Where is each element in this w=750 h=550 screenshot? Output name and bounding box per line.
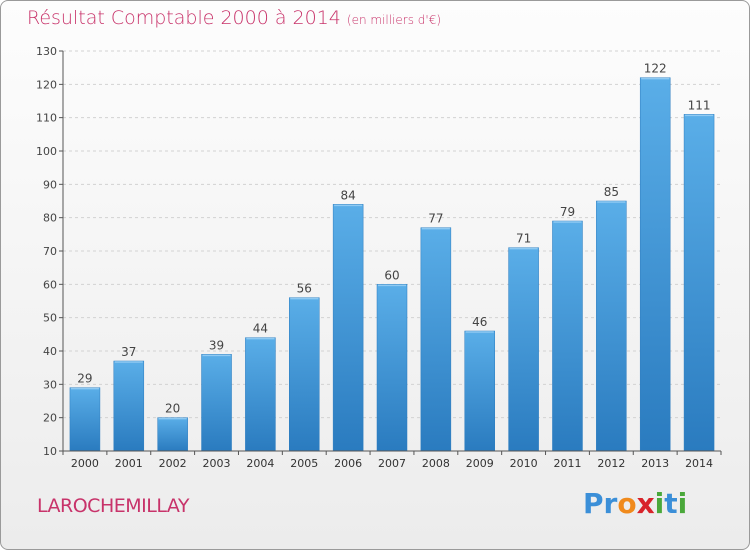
y-tick-label: 100 [36,145,57,158]
y-tick-label: 10 [43,445,57,458]
logo-letter: i [654,487,665,520]
chart-title: Résultat Comptable 2000 à 2014 (en millie… [27,7,441,29]
commune-name: LAROCHEMILLAY [37,495,189,517]
y-tick-label: 50 [43,312,57,325]
logo-letter: i [677,487,688,520]
bar [69,387,101,452]
bar [201,354,232,452]
x-tick-label: 2013 [641,457,669,470]
x-tick-label: 2014 [685,457,713,470]
x-tick-label: 2000 [71,457,99,470]
y-tick-label: 90 [43,178,57,191]
x-tick-label: 2009 [466,457,494,470]
bar [464,330,495,452]
bar [596,200,627,452]
y-tick-label: 110 [36,112,57,125]
axes: 10 20 30 40 50 60 70 80 90 100 110 120 130 2000 2001 20… [36,45,722,470]
data-label: 71 [516,232,531,246]
bar [376,284,408,452]
bar [332,204,364,452]
logo-letter: t [664,487,678,520]
y-tick-label: 30 [43,378,57,391]
logo-letter: r [603,487,618,520]
x-tick-label: 2003 [203,457,231,470]
data-labels: 29 37 20 39 44 56 84 60 77 46 71 79 85 122 111 [77,62,710,416]
bars [69,77,715,452]
bar [508,247,539,452]
x-tick-label: 2004 [246,457,274,470]
bar [157,417,188,452]
bar [420,227,452,452]
data-label: 122 [644,62,667,76]
logo-letter: o [617,487,637,520]
data-label: 111 [688,98,711,112]
data-label: 79 [560,205,575,219]
logo-letter: P [583,487,604,520]
x-tick-label: 2007 [378,457,406,470]
x-tick-label: 2012 [597,457,625,470]
y-tick-label: 60 [43,278,57,291]
data-label: 60 [384,268,399,282]
data-label: 56 [297,282,312,296]
data-label: 77 [428,212,443,226]
y-tick-label: 130 [36,45,57,58]
x-tick-label: 2011 [553,457,581,470]
data-label: 85 [604,185,619,199]
data-label: 46 [472,315,487,329]
data-label: 44 [253,322,268,336]
x-tick-label: 2001 [115,457,143,470]
x-tick-label: 2008 [422,457,450,470]
x-tick-label: 2005 [290,457,318,470]
bar [113,360,145,452]
data-label: 29 [77,372,92,386]
y-tick-label: 70 [43,245,57,258]
data-label: 84 [340,188,355,202]
data-label: 20 [165,402,180,416]
x-tick-label: 2006 [334,457,362,470]
y-tick-label: 40 [43,345,57,358]
bar [639,77,671,452]
bar [289,297,320,452]
y-tick-label: 120 [36,78,57,91]
bar [552,220,583,452]
bar [245,337,276,452]
logo-letter: x [636,487,655,520]
chart-subtitle: (en milliers d'€) [346,13,442,27]
data-label: 37 [121,345,136,359]
chart-title-text: Résultat Comptable 2000 à 2014 [27,7,341,29]
bar [683,114,715,452]
proxiti-logo: Proxiti [583,487,687,520]
y-tick-label: 20 [43,412,57,425]
x-tick-label: 2002 [159,457,187,470]
y-tick-label: 80 [43,212,57,225]
data-label: 39 [209,338,224,352]
x-tick-label: 2010 [510,457,538,470]
